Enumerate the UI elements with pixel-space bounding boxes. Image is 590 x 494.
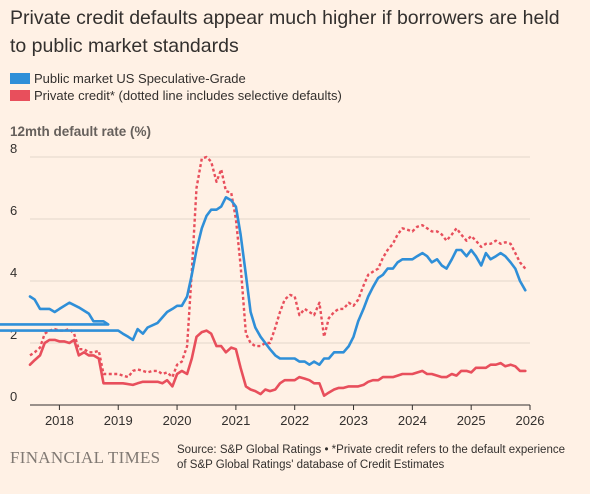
x-tick-label: 2019	[104, 413, 133, 428]
series-line-private-selective	[29, 155, 527, 379]
legend-label-private: Private credit* (dotted line includes se…	[34, 88, 342, 103]
legend-swatch-private	[10, 90, 30, 101]
x-tick-label: 2023	[339, 413, 368, 428]
legend-item-public: Public market US Speculative-Grade	[10, 70, 342, 87]
legend: Public market US Speculative-Grade Priva…	[10, 70, 342, 104]
x-tick-label: 2026	[516, 413, 545, 428]
y-tick-label: 8	[10, 141, 17, 156]
series-line-private	[28, 329, 527, 397]
legend-swatch-public	[10, 73, 30, 84]
legend-item-private: Private credit* (dotted line includes se…	[10, 87, 342, 104]
x-tick-label: 2020	[163, 413, 192, 428]
x-tick-label: 2022	[280, 413, 309, 428]
y-tick-label: 4	[10, 265, 17, 280]
chart-title: Private credit defaults appear much high…	[10, 7, 560, 57]
x-tick-label: 2018	[45, 413, 74, 428]
x-tick-label: 2025	[457, 413, 486, 428]
x-tick-label: 2024	[398, 413, 427, 428]
series-line-public	[0, 196, 527, 366]
ft-logo: FINANCIAL TIMES	[10, 448, 161, 467]
source-note: Source: S&P Global Ratings • *Private cr…	[177, 444, 565, 471]
x-tick-label: 2021	[221, 413, 250, 428]
y-tick-label: 0	[10, 389, 17, 404]
y-tick-label: 6	[10, 203, 17, 218]
legend-label-public: Public market US Speculative-Grade	[34, 71, 246, 86]
y-axis-label: 12mth default rate (%)	[10, 124, 152, 139]
y-tick-label: 2	[10, 327, 17, 342]
